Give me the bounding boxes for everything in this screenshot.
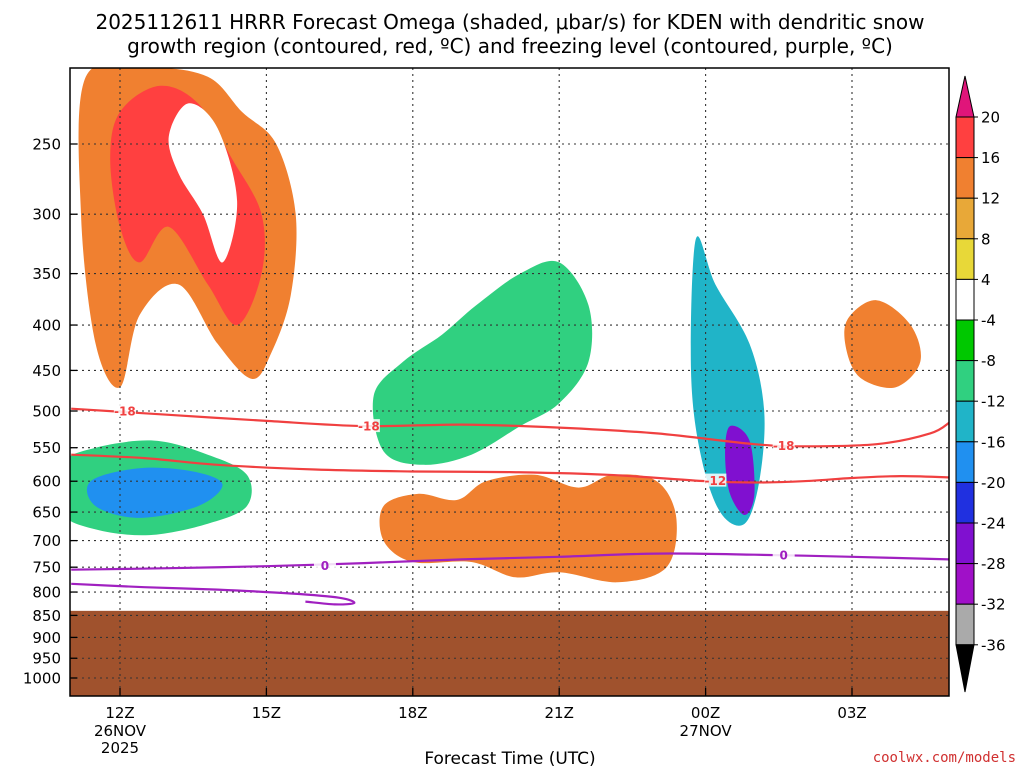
colorbar-label-5: -4 [981, 312, 996, 330]
y-tick-label-750: 750 [32, 559, 61, 577]
colorbar-lower-arrow [955, 644, 975, 693]
colorbar-bin-3 [955, 238, 975, 280]
y-tick-label-900: 900 [32, 629, 61, 647]
colorbar-label-0: 20 [981, 109, 1000, 127]
colorbar-label-11: -28 [981, 555, 1006, 573]
contour-line-3 [71, 582, 356, 606]
contour-line-2 [71, 552, 949, 571]
omega-region-2 [168, 103, 238, 263]
contour-lines: -18 -18 -18 -12 0 0 [71, 404, 949, 606]
y-tick-label-400: 400 [32, 317, 61, 335]
colorbar-bin-6 [955, 360, 975, 402]
contour-label-bg-3 [704, 473, 727, 487]
y-tick-label-450: 450 [32, 362, 61, 380]
chart-title-line-2: growth region (contoured, red, ºC) and f… [127, 34, 893, 58]
contour-line-1 [71, 453, 949, 484]
colorbar-bin-12 [955, 603, 975, 646]
x-tick-label-27: 03Z [837, 704, 866, 722]
terrain-fill [70, 610, 949, 696]
plot-frame [69, 67, 950, 697]
y-tick-label-500: 500 [32, 403, 61, 421]
colorbar-label-8: -16 [981, 433, 1006, 451]
colorbar-bin-10 [955, 522, 975, 565]
contour-label-bg-0 [113, 404, 136, 417]
contour-label-bg-4 [313, 558, 336, 572]
y-tick-label-350: 350 [32, 265, 61, 283]
x-tick-year-12: 2025 [101, 739, 139, 757]
chart-title-line-1: 2025112611 HRRR Forecast Omega (shaded, … [95, 10, 924, 34]
colorbar-label-13: -36 [981, 636, 1006, 654]
y-tick-label-250: 250 [32, 136, 61, 154]
y-tick-label-300: 300 [32, 206, 61, 224]
omega-region-4 [86, 467, 223, 518]
colorbar-label-12: -32 [981, 596, 1006, 614]
contour-label-2: -18 [773, 439, 795, 453]
site-credit: coolwx.com/models [873, 750, 1016, 766]
x-tick-label-21: 21Z [545, 704, 574, 722]
y-tick-label-600: 600 [32, 473, 61, 491]
contour-line-0 [71, 407, 949, 448]
colorbar: 20 16 12 8 4 -4 -8 -12 -16 -20 -24 -28 -32 -36 [955, 75, 1006, 693]
colorbar-label-2: 12 [981, 190, 1000, 208]
contour-label-bg-2 [772, 438, 795, 452]
contour-label-0: -18 [114, 405, 136, 419]
y-tick-label-850: 850 [32, 607, 61, 625]
omega-region-9 [844, 300, 921, 388]
x-axis-title: Forecast Time (UTC) [424, 749, 595, 768]
omega-region-8 [725, 425, 755, 515]
contour-label-3: -12 [705, 474, 727, 488]
terrain-layer [70, 610, 949, 696]
omega-region-5 [372, 260, 593, 465]
grid-lines [70, 68, 949, 696]
contour-label-bg-1 [357, 419, 380, 433]
colorbar-bin-2 [955, 197, 975, 240]
y-tick-label-650: 650 [32, 504, 61, 522]
colorbar-bin-5 [955, 319, 975, 362]
y-tick-label-700: 700 [32, 532, 61, 550]
colorbar-bin-11 [955, 563, 975, 605]
omega-shading [70, 68, 921, 583]
colorbar-label-10: -24 [981, 515, 1006, 533]
colorbar-label-3: 8 [981, 230, 991, 248]
omega-region-1 [110, 85, 265, 326]
contour-label-bg-5 [772, 548, 795, 562]
colorbar-bin-0 [955, 116, 975, 159]
y-tick-label-950: 950 [32, 650, 61, 668]
y-tick-label-550: 550 [32, 439, 61, 457]
colorbar-label-6: -8 [981, 352, 996, 370]
x-tick-label-24: 00Z [691, 704, 720, 722]
x-tick-label-18: 18Z [398, 704, 427, 722]
colorbar-label-1: 16 [981, 149, 1000, 167]
colorbar-label-7: -12 [981, 393, 1006, 411]
colorbar-bin-7 [955, 400, 975, 443]
contour-label-1: -18 [358, 420, 380, 434]
x-tick-label-15: 15Z [252, 704, 281, 722]
colorbar-label-4: 4 [981, 271, 991, 289]
x-tick-date-24: 27NOV [680, 722, 733, 740]
x-tick-label-12: 12Z [105, 704, 134, 722]
contour-label-5: 0 [780, 549, 788, 563]
colorbar-bin-4 [955, 278, 975, 321]
y-tick-label-1000: 1000 [23, 670, 61, 688]
colorbar-upper-arrow [955, 75, 975, 118]
pressure-axis: 250 300 350 400 450 500 550 600 650 700 750 800 850 9… [23, 136, 77, 688]
colorbar-bin-8 [955, 441, 975, 483]
colorbar-label-9: -20 [981, 474, 1006, 492]
y-tick-label-800: 800 [32, 584, 61, 602]
contour-label-4: 0 [321, 559, 329, 573]
colorbar-bin-9 [955, 481, 975, 524]
x-tick-date-12: 26NOV [94, 722, 147, 740]
colorbar-bin-1 [955, 157, 975, 199]
